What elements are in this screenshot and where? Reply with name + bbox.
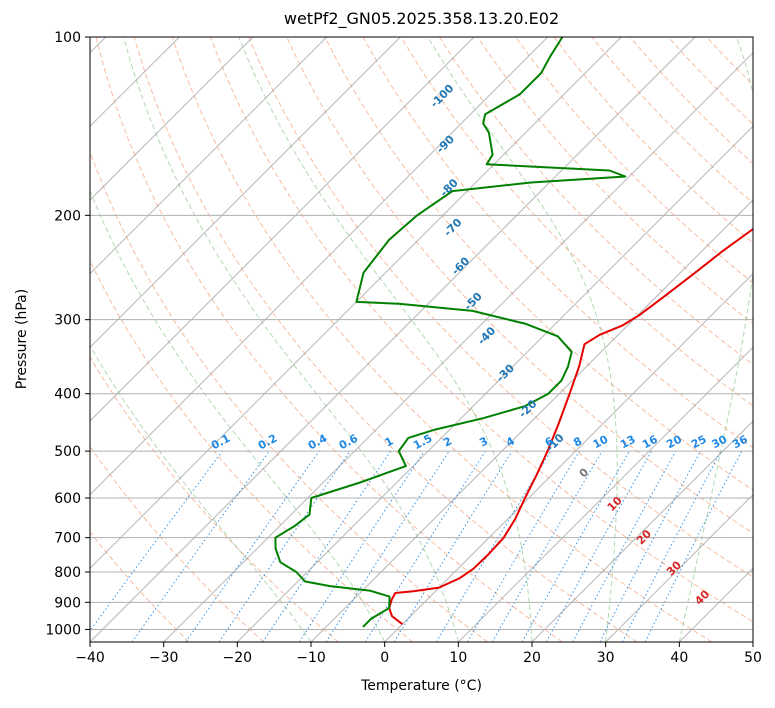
y-tick-label: 800 bbox=[54, 565, 81, 581]
y-tick-label: 1000 bbox=[45, 622, 81, 638]
x-tick-label: 40 bbox=[670, 650, 688, 666]
background-lines bbox=[0, 37, 753, 642]
mixing-ratio-line bbox=[572, 450, 677, 642]
moist-adiabat-line bbox=[90, 344, 312, 642]
mixing-ratio-line bbox=[467, 450, 580, 642]
mixing-ratio-line bbox=[393, 450, 513, 642]
mixing-ratio-line bbox=[185, 450, 320, 642]
x-tick-label: 20 bbox=[523, 650, 541, 666]
chart-title: wetPf2_GN05.2025.358.13.20.E02 bbox=[283, 9, 560, 28]
dry-adiabat-line bbox=[591, 37, 753, 204]
mixing-ratio-label: 13 bbox=[618, 433, 638, 452]
mixing-ratio-label: 25 bbox=[689, 433, 709, 452]
mixing-ratio-label: 10 bbox=[591, 432, 611, 451]
dry-adiabat-line bbox=[95, 37, 563, 642]
isotherm-line bbox=[0, 37, 32, 642]
dry-adiabat-line bbox=[133, 37, 638, 642]
isotherm-line bbox=[163, 51, 753, 642]
profile-lines bbox=[274, 37, 753, 628]
dry-adiabat-line bbox=[324, 37, 753, 491]
x-tick-label: −20 bbox=[223, 650, 253, 666]
y-tick-label: 300 bbox=[54, 313, 81, 329]
isotherm-line bbox=[531, 420, 753, 642]
dry-adiabat-line bbox=[438, 37, 753, 365]
dry-adiabat-line bbox=[248, 37, 753, 578]
plot-frame bbox=[89, 36, 754, 643]
dry-adiabat-line bbox=[400, 37, 753, 407]
dry-adiabat-line bbox=[90, 259, 414, 642]
x-tick-label: 10 bbox=[449, 650, 467, 666]
isotherm-line bbox=[384, 272, 753, 642]
moist-adiabat-line bbox=[123, 37, 459, 642]
moist-adiabat-line bbox=[238, 37, 533, 642]
isotherm-line bbox=[236, 125, 753, 642]
y-tick-label: 700 bbox=[54, 531, 81, 547]
dewpoint-profile-line bbox=[274, 37, 627, 628]
y-tick-label: 900 bbox=[54, 595, 81, 611]
dry-adiabat-line bbox=[171, 37, 712, 642]
isotherm-line bbox=[90, 37, 475, 422]
moist-adiabat-line bbox=[427, 37, 618, 642]
x-tick-label: 30 bbox=[597, 650, 615, 666]
mixing-ratio-line bbox=[131, 450, 270, 642]
mixing-ratio-line bbox=[90, 450, 223, 632]
dry-adiabat-line bbox=[90, 150, 488, 642]
y-tick-label: 100 bbox=[54, 30, 81, 46]
x-axis-label: Temperature (°C) bbox=[361, 678, 482, 694]
dry-adiabat-line bbox=[553, 37, 753, 244]
x-tick-label: −30 bbox=[149, 650, 179, 666]
dry-adiabat-line bbox=[210, 37, 753, 623]
isotherm-line bbox=[90, 37, 328, 275]
mixing-ratio-line bbox=[545, 450, 653, 642]
isotherm-line bbox=[457, 346, 753, 642]
temperature-profile-line bbox=[388, 227, 753, 625]
axis-ticks: −40 −30 −20 −10 0 10 20 30 40 50 100 200 300 400 500 60… bbox=[45, 30, 762, 666]
y-tick-label: 200 bbox=[54, 208, 81, 224]
dry-adiabat-line bbox=[286, 37, 753, 534]
isotherm-line bbox=[752, 641, 753, 642]
isotherm-line bbox=[310, 199, 753, 642]
isotherm-line bbox=[90, 37, 401, 349]
mixing-ratio-line bbox=[435, 450, 552, 642]
y-tick-label: 400 bbox=[54, 387, 81, 403]
mixing-ratio-line bbox=[521, 450, 630, 642]
x-tick-label: 0 bbox=[380, 650, 389, 666]
dry-adiabat-line bbox=[90, 356, 339, 642]
isotherm-line bbox=[90, 37, 254, 201]
mixing-ratio-label: 20 bbox=[664, 432, 684, 451]
mixing-ratio-label: 36 bbox=[730, 433, 750, 452]
y-tick-label: 600 bbox=[54, 491, 81, 507]
dry-adiabat-line bbox=[90, 531, 190, 642]
isotherm-line bbox=[90, 37, 696, 642]
x-tick-label: −10 bbox=[296, 650, 326, 666]
x-tick-label: 50 bbox=[744, 650, 762, 666]
mixing-ratio-line bbox=[218, 450, 351, 642]
dry-adiabat-line bbox=[477, 37, 753, 325]
mixing-ratio-line bbox=[325, 450, 450, 642]
x-tick-label: −40 bbox=[75, 650, 105, 666]
isotherm-line bbox=[90, 37, 549, 496]
mixing-ratio-label: 30 bbox=[710, 433, 730, 452]
isotherm-line bbox=[90, 37, 622, 570]
mixing-ratio-line bbox=[491, 450, 603, 642]
isotherm-line bbox=[605, 493, 753, 642]
y-tick-label: 500 bbox=[54, 444, 81, 460]
plot-area bbox=[90, 37, 753, 642]
mixing-ratio-label: 16 bbox=[640, 433, 660, 452]
